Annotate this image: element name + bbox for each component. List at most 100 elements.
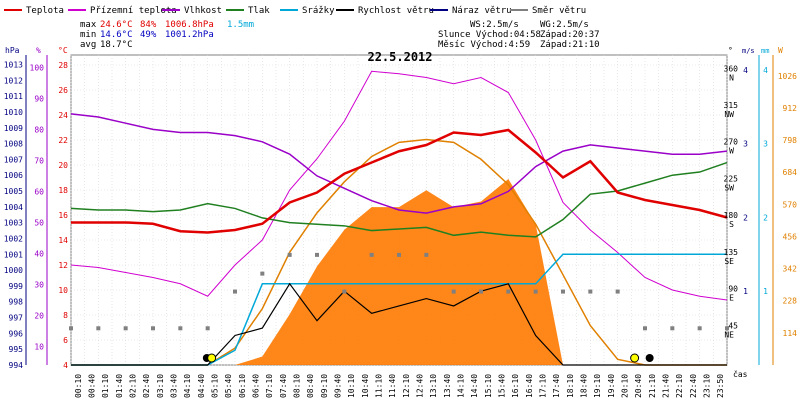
stats-mesic: Měsíc Východ:4:59 (438, 40, 530, 50)
stats-max-label: max (80, 20, 97, 30)
rain-tick: 4 (763, 66, 768, 75)
stats-wg: WG:2.5m/s (540, 20, 589, 30)
wind-direction-dot (670, 326, 675, 331)
x-tick: 17:10 (539, 374, 548, 398)
wind-axis-label: m/s (742, 47, 755, 55)
solar-tick: 684 (783, 168, 798, 177)
stats-min-label: min (80, 30, 96, 40)
hpa-tick: 998 (9, 298, 24, 307)
x-tick: 04:10 (183, 374, 192, 398)
hpa-tick: 999 (9, 282, 24, 291)
wind-direction-dot (151, 326, 155, 331)
solar-tick: 798 (783, 136, 798, 145)
wind-direction-dot (178, 326, 183, 331)
rain-axis-label: mm (761, 47, 769, 55)
percent-tick: 100 (30, 63, 45, 72)
celsius-tick: 4 (63, 361, 68, 370)
wind-direction-dot (451, 289, 456, 294)
x-tick: 00:10 (74, 374, 83, 398)
stats-max-hum: 84% (140, 20, 157, 30)
stats-max-rain: 1.5mm (227, 20, 254, 30)
series-line-rychlost (71, 282, 727, 366)
direction-tick: 180 (724, 211, 739, 220)
series-line-teplota (71, 128, 728, 234)
x-tick: 10:40 (361, 374, 370, 398)
x-tick: 22:40 (689, 374, 698, 398)
hpa-tick: 996 (9, 329, 24, 338)
wind-direction-dot (96, 326, 101, 331)
x-tick: 12:40 (416, 374, 425, 398)
x-tick: 08:40 (306, 374, 315, 398)
celsius-tick: 14 (58, 236, 68, 245)
x-tick: 17:40 (552, 374, 561, 398)
stats-min-hum: 49% (140, 30, 157, 40)
hpa-tick: 1003 (4, 219, 23, 228)
x-tick: 04:40 (197, 374, 206, 398)
direction-tick: 225 (724, 174, 739, 183)
solar-tick: 228 (783, 297, 798, 306)
x-tick: 08:10 (293, 374, 302, 398)
x-tick: 19:10 (593, 374, 602, 398)
x-tick: 07:40 (279, 374, 288, 398)
x-tick: 23:50 (716, 374, 725, 398)
series-lines (70, 70, 728, 366)
stats-ws: WS:2.5m/s (470, 20, 519, 30)
wind-direction-dot (369, 252, 374, 257)
x-tick: 14:10 (457, 374, 466, 398)
direction-tick: 45 (728, 321, 738, 330)
percent-tick: 60 (34, 187, 44, 196)
x-tick: 12:10 (402, 374, 411, 398)
moonset-marker (645, 354, 654, 362)
percent-tick: 50 (34, 218, 44, 227)
wind-direction-dot (588, 289, 593, 294)
wind-direction-dot (260, 271, 265, 276)
x-tick: 02:10 (129, 374, 138, 398)
legend-label-rychlost: Rychlost větru (358, 6, 434, 16)
celsius-tick: 20 (58, 161, 68, 170)
wind-direction-dot (205, 326, 210, 331)
x-tick: 05:40 (224, 374, 233, 398)
rain-tick: 2 (763, 213, 768, 222)
celsius-tick: 22 (58, 136, 68, 145)
percent-tick: 70 (34, 156, 44, 165)
x-tick: 15:40 (498, 374, 507, 398)
rain-tick: 1 (763, 287, 768, 296)
percent-axis-label: % (36, 46, 41, 55)
wind-direction-dot (615, 289, 620, 294)
x-tick: 23:10 (703, 374, 712, 398)
x-tick: 19:40 (607, 374, 616, 398)
x-tick: 09:10 (320, 374, 329, 398)
sun-moon-markers (202, 353, 654, 363)
stats-mesic-zapad: Západ:21:10 (540, 40, 600, 50)
wind-tick: 2 (743, 213, 748, 222)
x-tick: 14:40 (470, 374, 479, 398)
wind-direction-dot (397, 252, 401, 257)
x-tick: 11:40 (388, 374, 397, 398)
x-tick: 01:40 (115, 374, 124, 398)
celsius-tick: 18 (58, 186, 68, 195)
direction-tick: 90 (728, 285, 738, 294)
legend-label-vlhkost: Vlhkost (184, 6, 222, 16)
percent-tick: 20 (34, 311, 44, 320)
hpa-tick: 1004 (4, 203, 23, 212)
wind-tick: 4 (743, 66, 748, 75)
hpa-axis-label: hPa (5, 46, 20, 55)
x-tick: 03:40 (170, 374, 179, 398)
hpa-tick: 1009 (4, 124, 23, 133)
x-tick: 06:10 (238, 374, 247, 398)
x-tick: 13:10 (429, 374, 438, 398)
x-tick: 18:10 (566, 374, 575, 398)
hpa-tick: 1001 (4, 250, 23, 259)
celsius-tick: 28 (58, 61, 68, 70)
direction-tick: 270 (724, 138, 739, 147)
stats-header: max 24.6°C 84% 1006.8hPa 1.5mm min 14.6°… (80, 20, 600, 50)
wind-direction-dot (342, 289, 347, 294)
legend-label-teplota: Teplota (26, 6, 64, 16)
direction-tick-label: NW (724, 110, 734, 119)
wind-direction-dot (315, 252, 319, 257)
time-axis-label: čas (733, 369, 748, 379)
direction-tick-label: SE (724, 257, 734, 266)
wind-direction-dot (424, 252, 429, 257)
x-tick: 05:10 (211, 374, 220, 398)
series-line-vlhkost (70, 113, 728, 214)
